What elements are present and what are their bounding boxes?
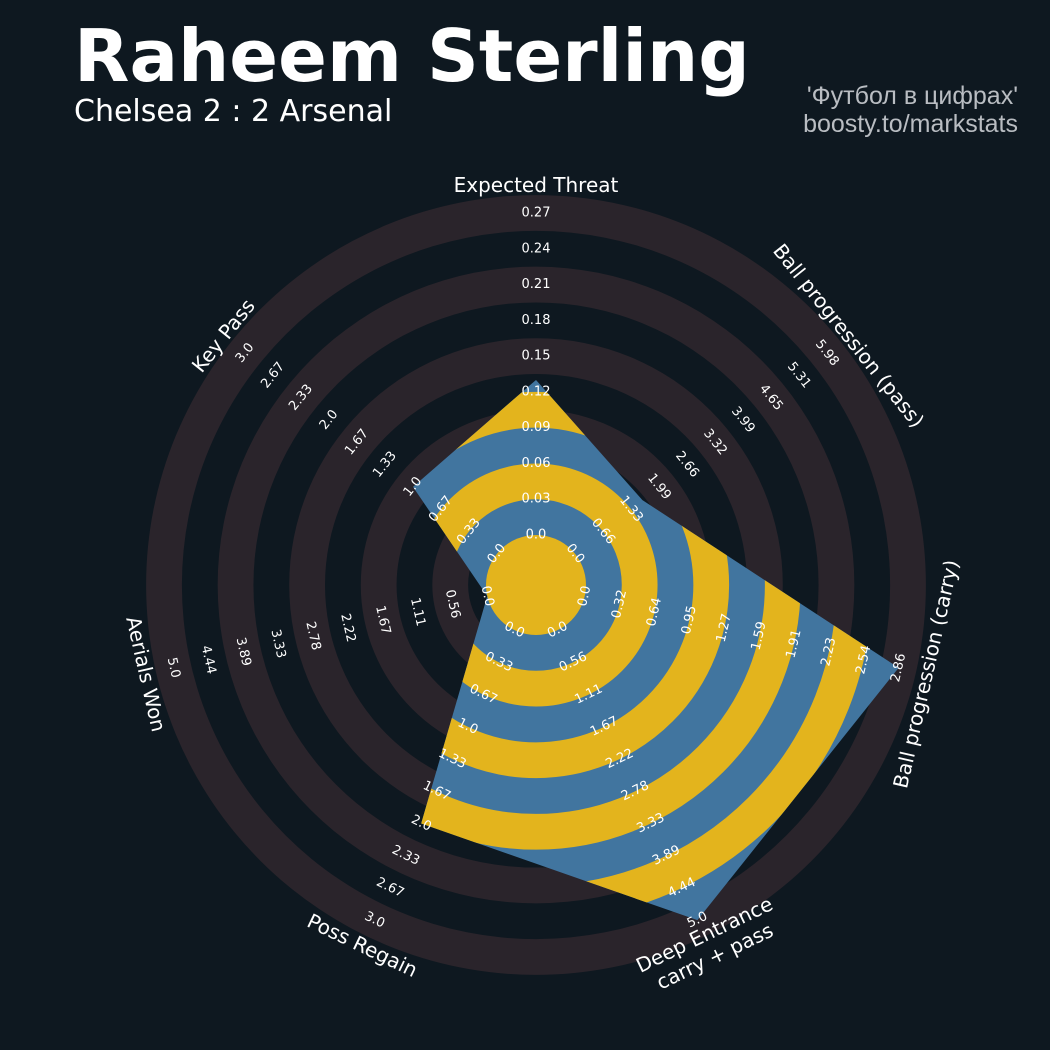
tick-aerials-won-3: 1.67: [372, 604, 393, 636]
tick-ball-progression-carry-6: 1.91: [784, 628, 805, 660]
tick-expected-threat-8: 0.24: [522, 241, 551, 256]
tick-expected-threat-7: 0.21: [522, 277, 551, 292]
tick-aerials-won-9: 5.0: [164, 656, 183, 680]
tick-expected-threat-3: 0.09: [522, 420, 551, 435]
tick-ball-progression-carry-8: 2.54: [853, 644, 874, 676]
tick-expected-threat-2: 0.06: [522, 456, 551, 471]
tick-ball-progression-carry-4: 1.27: [714, 612, 735, 644]
tick-ball-progression-carry-5: 1.59: [749, 620, 770, 652]
tick-aerials-won-6: 3.33: [267, 628, 288, 660]
tick-expected-threat-5: 0.15: [522, 349, 551, 364]
tick-aerials-won-4: 2.22: [337, 612, 358, 644]
tick-ball-progression-carry-2: 0.64: [644, 596, 665, 628]
tick-aerials-won-1: 0.56: [442, 588, 463, 620]
tick-aerials-won-2: 1.11: [407, 596, 428, 628]
param-label-line: Expected Threat: [454, 173, 619, 197]
tick-expected-threat-4: 0.12: [522, 384, 551, 399]
tick-aerials-won-0: 0.0: [478, 584, 497, 608]
tick-expected-threat-0: 0.0: [526, 528, 547, 543]
tick-ball-progression-carry-3: 0.95: [679, 604, 700, 636]
player-ring-4: [412, 391, 730, 779]
tick-ball-progression-carry-0: 0.0: [575, 584, 594, 608]
tick-expected-threat-9: 0.27: [522, 206, 551, 221]
tick-ball-progression-carry-9: 2.86: [888, 652, 909, 684]
credit-line-2: boosty.to/markstats: [803, 110, 1018, 138]
tick-aerials-won-8: 4.44: [198, 644, 219, 676]
tick-ball-progression-carry-7: 2.23: [818, 636, 839, 668]
match-subtitle: Chelsea 2 : 2 Arsenal: [74, 94, 393, 129]
player-center-disc: [486, 535, 586, 635]
tick-ball-progression-carry-1: 0.32: [609, 588, 630, 620]
credit-line-1: 'Футбол в цифрах': [806, 82, 1018, 110]
tick-expected-threat-6: 0.18: [522, 313, 551, 328]
tick-aerials-won-5: 2.78: [302, 620, 323, 652]
credit-block: 'Футбол в цифрах' boosty.to/markstats: [803, 82, 1018, 138]
tick-expected-threat-1: 0.03: [522, 492, 551, 507]
param-label-expected-threat: Expected Threat: [454, 173, 619, 197]
page-title: Raheem Sterling: [74, 14, 750, 98]
tick-aerials-won-7: 3.89: [233, 636, 254, 668]
